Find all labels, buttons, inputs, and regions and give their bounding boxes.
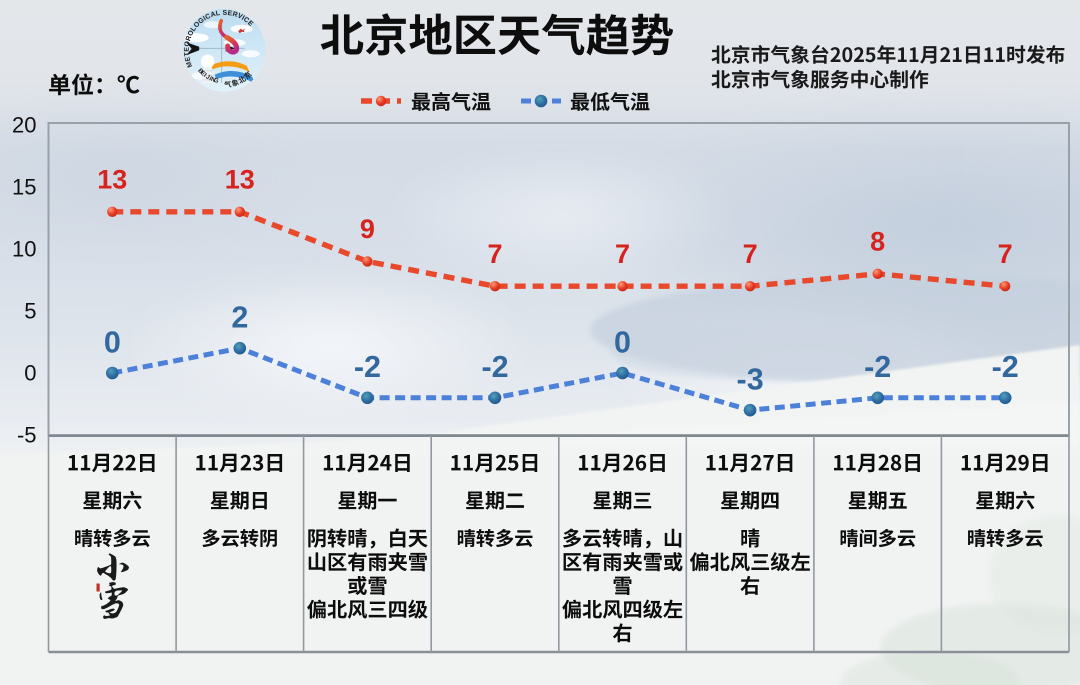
svg-text:8: 8 — [870, 226, 885, 256]
svg-text:E: E — [199, 70, 207, 78]
svg-text:-2: -2 — [481, 350, 508, 384]
svg-text:-2: -2 — [992, 350, 1019, 384]
svg-text:2: 2 — [231, 301, 248, 335]
svg-text:13: 13 — [225, 164, 255, 194]
svg-text:I: I — [202, 72, 208, 79]
svg-text:13: 13 — [97, 164, 127, 194]
svg-text:-5: -5 — [17, 423, 37, 448]
svg-text:0: 0 — [104, 325, 121, 359]
svg-text:20: 20 — [12, 113, 36, 138]
svg-text:0: 0 — [614, 325, 631, 359]
svg-text:I: I — [208, 75, 213, 82]
svg-text:-2: -2 — [354, 350, 381, 384]
svg-text:7: 7 — [998, 239, 1013, 269]
svg-text:7: 7 — [487, 239, 502, 269]
svg-text:7: 7 — [615, 239, 630, 269]
svg-text:7: 7 — [743, 239, 758, 269]
svg-text:-2: -2 — [864, 350, 891, 384]
svg-text:10: 10 — [12, 237, 36, 262]
svg-text:0: 0 — [24, 361, 36, 386]
svg-text:N: N — [210, 76, 217, 84]
svg-text:-3: -3 — [737, 363, 764, 397]
svg-text:5: 5 — [24, 299, 36, 324]
svg-text:J: J — [204, 73, 211, 81]
svg-text:G: G — [213, 77, 220, 85]
svg-text:B: B — [196, 67, 205, 75]
svg-text:9: 9 — [360, 214, 375, 244]
svg-text:15: 15 — [12, 175, 36, 200]
